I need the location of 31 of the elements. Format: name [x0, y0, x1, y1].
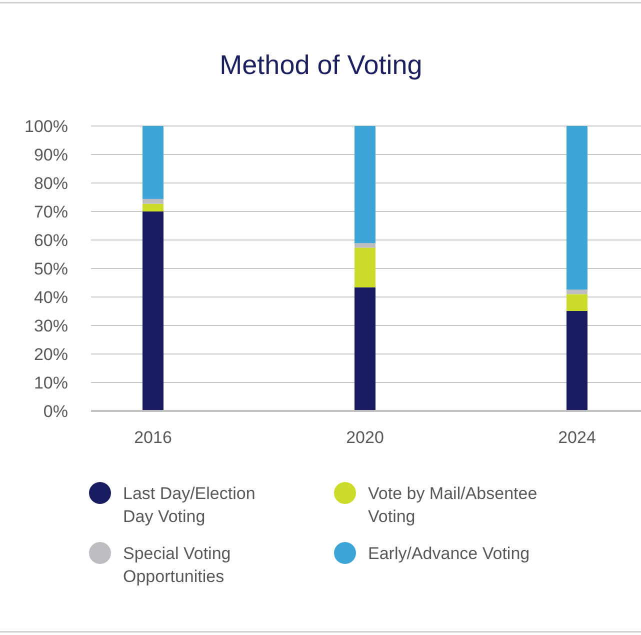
y-tick-label: 10% — [34, 374, 68, 392]
bar — [566, 290, 588, 294]
bar — [142, 198, 164, 204]
y-tick-label: 70% — [34, 202, 68, 222]
bar — [354, 287, 376, 411]
legend-label: Last Day/Election Day Voting — [123, 484, 256, 526]
chart-title: Method of Voting — [220, 50, 422, 80]
y-tick-label: 50% — [34, 260, 68, 278]
bar — [354, 248, 376, 288]
x-tick-label: 2020 — [346, 428, 384, 447]
y-tick-label: 30% — [34, 316, 68, 336]
x-tick-label: 2016 — [134, 428, 172, 447]
bar — [142, 204, 164, 212]
y-tick-label: 90% — [34, 146, 68, 164]
bar — [566, 126, 588, 290]
bar — [566, 294, 588, 311]
y-tick-label: 40% — [34, 288, 68, 307]
legend-label: Vote by Mail/Absentee Voting — [368, 484, 538, 526]
y-tick-label: 60% — [34, 231, 68, 250]
legend-label: Early/Advance Voting — [368, 544, 530, 563]
bar — [354, 243, 376, 248]
bar — [354, 126, 376, 244]
bar — [566, 310, 588, 411]
x-tick-label: 2024 — [558, 428, 596, 447]
y-tick-label: 0% — [43, 402, 68, 421]
bar — [142, 126, 164, 199]
y-tick-label: 80% — [34, 174, 68, 193]
legend-label: Special Voting Opportunities — [123, 544, 231, 586]
y-tick-label: 100% — [24, 117, 68, 136]
y-tick-label: 20% — [34, 345, 68, 364]
bar — [142, 212, 164, 411]
